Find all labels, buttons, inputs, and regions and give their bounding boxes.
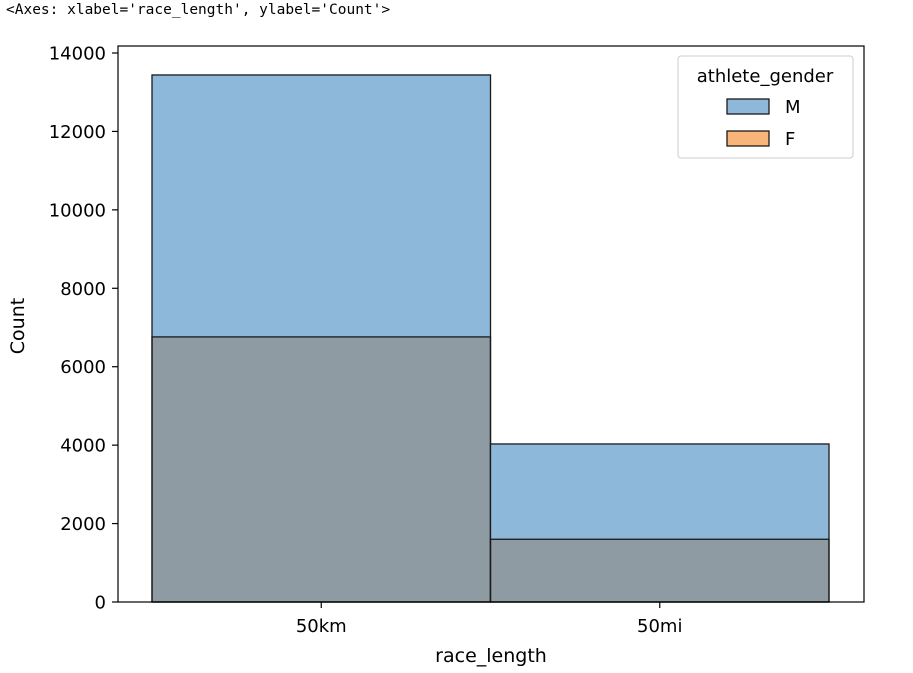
- bar-F-50mi: [490, 539, 829, 602]
- legend-title: athlete_gender: [697, 66, 834, 87]
- y-axis-label: Count: [7, 298, 29, 354]
- y-tick-label: 0: [95, 593, 106, 614]
- x-tick-label: 50mi: [637, 616, 682, 637]
- y-tick-label: 6000: [60, 357, 106, 378]
- y-tick-label: 2000: [60, 514, 106, 535]
- legend-label-M: M: [785, 97, 801, 118]
- x-axis-ticks: 50km 50mi: [296, 602, 682, 637]
- bar-M-50mi: [490, 443, 829, 540]
- x-axis-label: race_length: [435, 645, 547, 667]
- y-tick-label: 10000: [49, 200, 106, 221]
- legend: athlete_gender MF: [677, 55, 854, 159]
- bar-F-50km: [152, 336, 491, 602]
- output-repr-text: <Axes: xlabel='race_length', ylabel='Cou…: [6, 2, 391, 18]
- bars-group: [151, 74, 830, 603]
- legend-swatch-M: [726, 98, 770, 115]
- y-axis-ticks: 0 2000 4000 6000 8000 10000 12000 14000: [49, 44, 118, 614]
- x-tick-label: 50km: [296, 616, 347, 637]
- axes-frame: [117, 45, 865, 603]
- y-tick-label: 4000: [60, 436, 106, 457]
- bar-M-50km: [152, 74, 491, 337]
- legend-label-F: F: [785, 129, 795, 150]
- y-tick-label: 12000: [49, 122, 106, 143]
- y-tick-label: 8000: [60, 279, 106, 300]
- legend-swatch-F: [726, 130, 770, 147]
- y-tick-label: 14000: [49, 44, 106, 65]
